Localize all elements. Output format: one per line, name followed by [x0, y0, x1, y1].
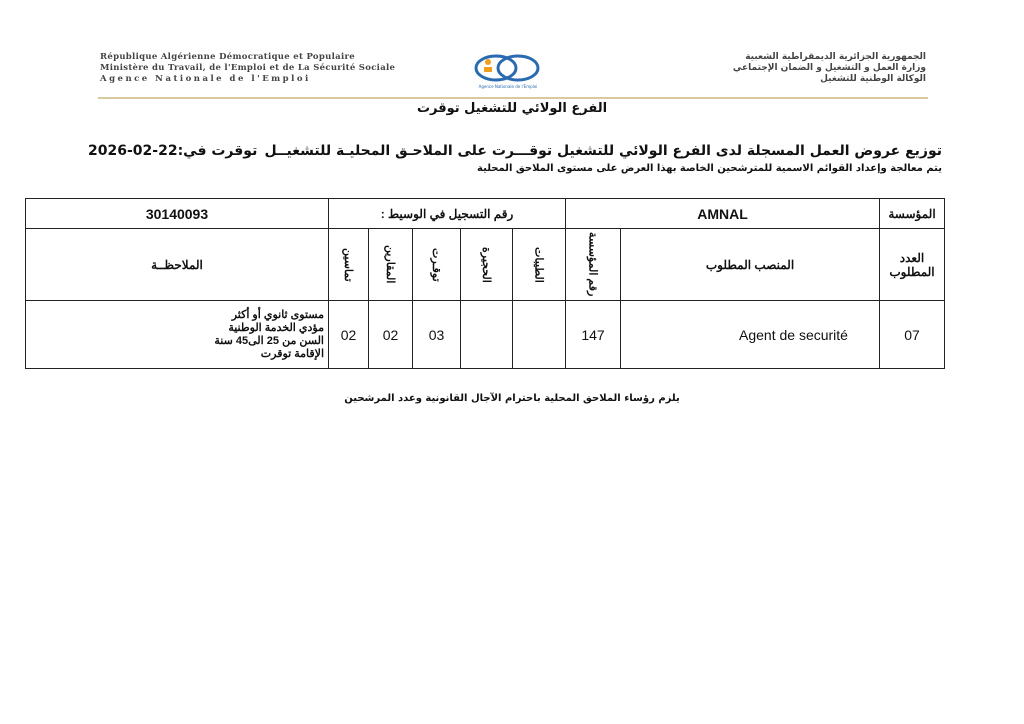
note-line: السن من 25 الى45 سنة [214, 334, 324, 347]
fr-line: République Algérienne Démocratique et Po… [100, 52, 355, 62]
fr-line: Ministère du Travail, de l'Emploi et de … [100, 63, 396, 73]
header-post: المنصب المطلوب [620, 228, 880, 301]
cell-hadjira [460, 300, 513, 369]
branch-title: الفرع الولائي للتشغيل توقرت [416, 101, 608, 116]
header-company-no: رقم المؤسسة [586, 232, 599, 297]
cell-company-no: 147 [565, 300, 621, 369]
fr-line: Agence Nationale de l'Emploi [100, 74, 311, 84]
header-megarine: المقارين [384, 245, 396, 284]
note-line: الإقامة توقرت [260, 347, 324, 360]
offers-table: المؤسسة AMNAL رقم التسجيل في الوسيط : 30… [25, 198, 945, 369]
note-line: مؤدي الخدمة الوطنية [228, 321, 324, 334]
registration-number: 30140093 [25, 198, 329, 229]
french-header: République Algérienne Démocratique et Po… [100, 52, 395, 85]
header-temacine: تماسين [342, 247, 354, 282]
header-divider [98, 97, 928, 99]
document-title: توزيع عروض العمل المسجلة لدى الفرع الولا… [264, 143, 942, 159]
ar-line: الوكالة الوطنية للتشغيل [820, 74, 926, 84]
logo-text: Agence Nationale de l'Emploi [478, 84, 538, 89]
arabic-header: الجمهورية الجزائرية الديمقراطية الشعبية … [733, 52, 926, 85]
cell-temacine: 02 [328, 300, 369, 369]
header-touggourt: توقـرت [430, 247, 442, 282]
ar-line: الجمهورية الجزائرية الديمقراطية الشعبية [745, 52, 926, 62]
footer-note: يلزم رؤساء الملاحق المحلية باحترام الآجا… [344, 393, 680, 404]
document-date: توقرت في:22-02-2026 [88, 143, 258, 159]
ar-line: وزارة العمل و التشغيل و الضمان الإجتماعي [732, 63, 926, 73]
cell-count: 07 [879, 300, 945, 369]
cell-taibet [512, 300, 566, 369]
header-notes: الملاحظــة [25, 228, 329, 301]
document-subtitle: يتم معالجة وإعداد القوائم الاسمية للمترش… [477, 163, 942, 174]
table-row: 07 Agent de securité 147 03 02 02 مستوى … [25, 300, 945, 369]
company-label: المؤسسة [879, 198, 945, 229]
registration-label: رقم التسجيل في الوسيط : [328, 198, 566, 229]
cell-notes: مستوى ثانوي أو أكثر مؤدي الخدمة الوطنية … [25, 300, 329, 369]
cell-touggourt: 03 [412, 300, 461, 369]
header-taibet: الطيبات [532, 246, 545, 283]
anem-logo [458, 50, 558, 95]
cell-megarine: 02 [368, 300, 413, 369]
note-line: مستوى ثانوي أو أكثر [231, 308, 324, 321]
company-name: AMNAL [565, 198, 880, 229]
header-count: العدد المطلوب [879, 228, 945, 301]
cell-post: Agent de securité [620, 300, 880, 369]
header-hadjira: الحجيرة [480, 246, 492, 283]
